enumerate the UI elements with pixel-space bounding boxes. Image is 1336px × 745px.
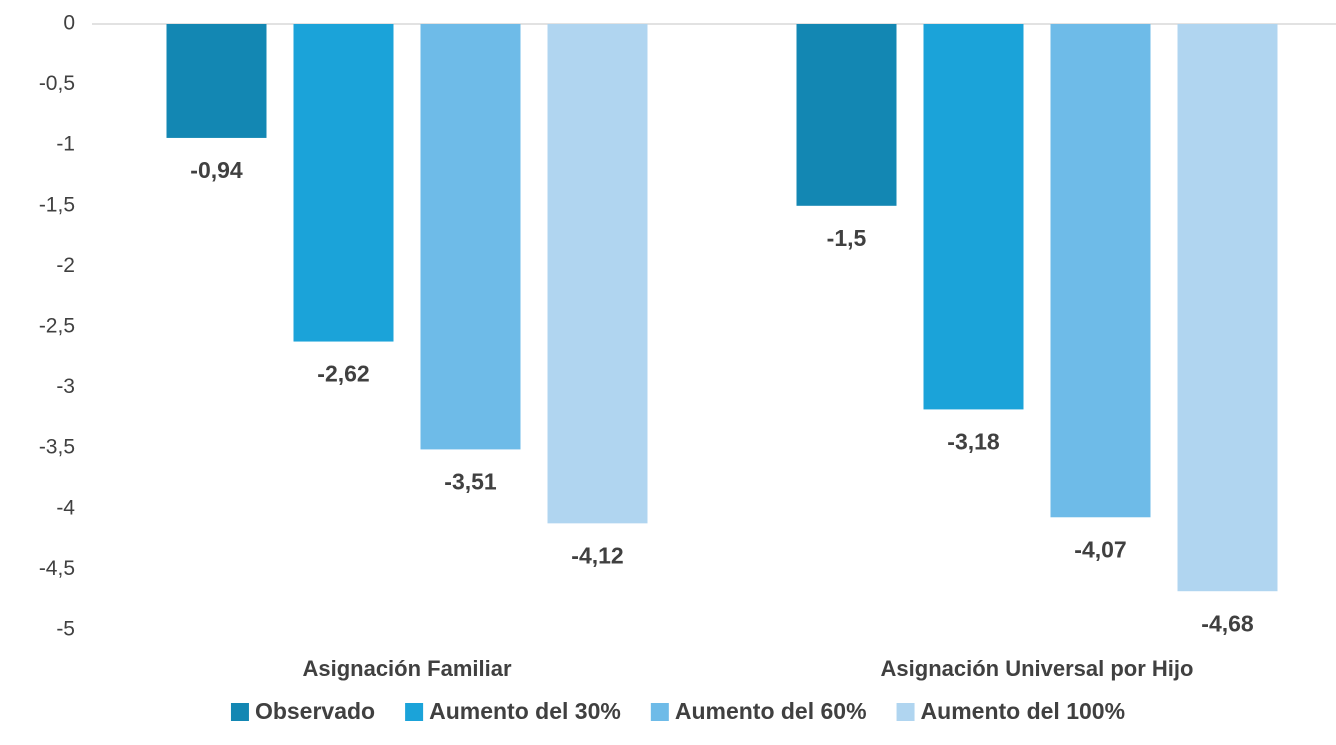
y-tick-label: -5 bbox=[56, 618, 75, 641]
data-label: -2,62 bbox=[317, 361, 369, 387]
x-tick-label: Asignación Universal por Hijo bbox=[881, 656, 1194, 681]
data-label: -1,5 bbox=[827, 225, 867, 251]
y-tick-label: -2 bbox=[56, 254, 75, 277]
legend-swatch bbox=[896, 703, 915, 721]
legend-label: Aumento del 30% bbox=[429, 698, 621, 724]
bar bbox=[166, 24, 267, 138]
legend-swatch bbox=[230, 703, 249, 721]
legend-label: Aumento del 60% bbox=[675, 698, 867, 724]
y-tick-label: -0,5 bbox=[39, 72, 75, 95]
legend-label: Aumento del 100% bbox=[921, 698, 1126, 724]
legend-swatch bbox=[650, 703, 669, 721]
bar bbox=[796, 24, 897, 206]
data-label: -4,68 bbox=[1201, 610, 1254, 636]
y-tick-label: -1,5 bbox=[39, 193, 75, 216]
y-tick-label: -4,5 bbox=[39, 557, 75, 580]
bar bbox=[1050, 24, 1151, 518]
y-tick-label: -3 bbox=[56, 375, 75, 398]
x-tick-label: Asignación Familiar bbox=[302, 656, 511, 681]
bar bbox=[420, 24, 521, 450]
bar bbox=[923, 24, 1024, 410]
data-label: -3,18 bbox=[947, 428, 1000, 454]
y-tick-label: 0 bbox=[63, 12, 75, 35]
bar bbox=[293, 24, 394, 342]
legend-label: Observado bbox=[255, 698, 375, 724]
y-tick-label: -4 bbox=[56, 496, 75, 519]
data-label: -3,51 bbox=[444, 468, 497, 494]
data-label: -4,07 bbox=[1074, 536, 1126, 562]
y-tick-label: -2,5 bbox=[39, 315, 75, 338]
data-label: -0,94 bbox=[190, 157, 243, 183]
data-label: -4,12 bbox=[571, 542, 623, 568]
y-tick-label: -1 bbox=[56, 133, 75, 156]
bar bbox=[1177, 24, 1278, 592]
legend-swatch bbox=[405, 703, 424, 721]
y-tick-label: -3,5 bbox=[39, 436, 75, 459]
bar bbox=[547, 24, 648, 524]
